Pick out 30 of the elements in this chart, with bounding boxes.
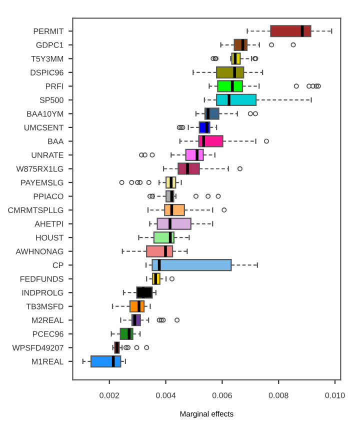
x-tick-label: 0.010 bbox=[325, 392, 345, 398]
y-tick-label: INDPROLG bbox=[22, 290, 64, 296]
y-tick-label: PPIACO bbox=[34, 194, 64, 200]
y-tick-label: SP500 bbox=[40, 97, 64, 103]
y-tick-label: W875RX1LG bbox=[16, 166, 64, 172]
y-tick-label: TB3MSFD bbox=[26, 304, 64, 310]
y-tick-label: BAA10YM bbox=[27, 110, 64, 117]
x-tick-label: 0.008 bbox=[268, 392, 288, 398]
y-tick-label: AHETPI bbox=[34, 221, 63, 227]
y-tick-label: PCEC96 bbox=[33, 331, 64, 337]
y-tick-label: M2REAL bbox=[32, 317, 64, 324]
y-tick-label: BAA bbox=[48, 138, 64, 144]
y-tick-label: FEDFUNDS bbox=[20, 276, 64, 282]
x-tick-label: 0.006 bbox=[212, 392, 232, 398]
y-tick-label: GDPC1 bbox=[36, 42, 64, 48]
y-tick-label: HOUST bbox=[36, 234, 64, 241]
y-tick-label: DSPIC96 bbox=[30, 70, 64, 76]
y-tick-label: WPSFD49207 bbox=[12, 344, 64, 351]
x-tick-label: 0.004 bbox=[156, 392, 176, 398]
y-tick-label: PAYEMSLG bbox=[21, 180, 64, 186]
y-tick-label: UNRATE bbox=[32, 152, 64, 158]
y-tick-label: CP bbox=[52, 262, 64, 268]
y-tick-label: T5Y3MM bbox=[31, 56, 64, 62]
y-tick-label: PRFI bbox=[46, 84, 63, 90]
x-tick-label: 0.002 bbox=[100, 392, 120, 398]
y-tick-label: M1REAL bbox=[32, 358, 64, 364]
y-tick-label: AWHNONAG bbox=[16, 248, 64, 254]
y-tick-label: UMCSENT bbox=[24, 124, 64, 130]
y-tick-label: PERMIT bbox=[34, 28, 64, 34]
y-tick-label: CMRMTSPLLG bbox=[8, 207, 64, 214]
